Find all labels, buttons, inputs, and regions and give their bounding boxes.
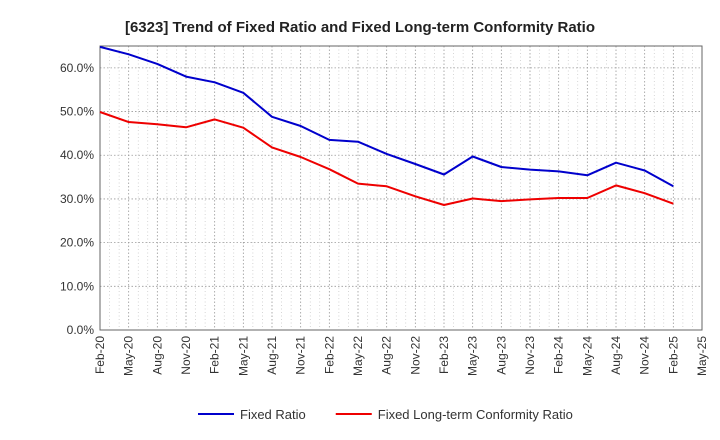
y-tick-label: 0.0%	[67, 323, 95, 337]
series-line-1	[99, 45, 674, 188]
x-tick-label: Aug-23	[494, 336, 508, 375]
legend: Fixed Ratio Fixed Long-term Conformity Ra…	[198, 407, 573, 422]
x-tick-label: May-24	[580, 336, 594, 376]
x-tick-label: Aug-21	[265, 336, 279, 375]
x-tick-label: Aug-24	[609, 336, 623, 375]
x-tick-label: Feb-23	[437, 336, 451, 374]
x-tick-label: Nov-23	[523, 336, 537, 375]
x-tick-label: May-20	[122, 336, 136, 376]
x-tick-label: Feb-24	[552, 336, 566, 374]
x-tick-label: Aug-20	[150, 336, 164, 375]
x-tick-label: Nov-24	[638, 336, 652, 375]
plot-frame	[99, 45, 703, 331]
x-tick-label: May-25	[695, 336, 709, 376]
y-tick-label: 60.0%	[60, 61, 94, 75]
y-tick-label: 50.0%	[60, 105, 94, 119]
y-tick-label: 30.0%	[60, 192, 94, 206]
x-tick-label: Feb-21	[208, 336, 222, 374]
legend-label-2: Fixed Long-term Conformity Ratio	[378, 407, 573, 422]
x-tick-label: Nov-20	[179, 336, 193, 375]
x-tick-label: Nov-21	[294, 336, 308, 375]
x-tick-label: Feb-20	[93, 336, 107, 374]
x-tick-label: Feb-22	[322, 336, 336, 374]
y-tick-label: 10.0%	[60, 279, 94, 293]
series-line-2	[99, 111, 674, 206]
x-tick-label: May-21	[236, 336, 250, 376]
y-tick-label: 20.0%	[60, 236, 94, 250]
grid	[100, 46, 702, 330]
series	[99, 45, 674, 206]
chart-title: [6323] Trend of Fixed Ratio and Fixed Lo…	[125, 19, 595, 36]
y-tick-label: 40.0%	[60, 148, 94, 162]
x-tick-label: Nov-22	[408, 336, 422, 375]
y-axis: 0.0% 10.0% 20.0% 30.0% 40.0% 50.0% 60.0%	[60, 61, 94, 337]
x-axis: Feb-20 May-20 Aug-20 Nov-20 Feb-21 May-21 Aug-…	[93, 336, 709, 376]
x-tick-label: Aug-22	[380, 336, 394, 375]
x-tick-label: May-22	[351, 336, 365, 376]
legend-label-1: Fixed Ratio	[240, 407, 306, 422]
x-tick-label: May-23	[466, 336, 480, 376]
x-tick-label: Feb-25	[666, 336, 680, 374]
